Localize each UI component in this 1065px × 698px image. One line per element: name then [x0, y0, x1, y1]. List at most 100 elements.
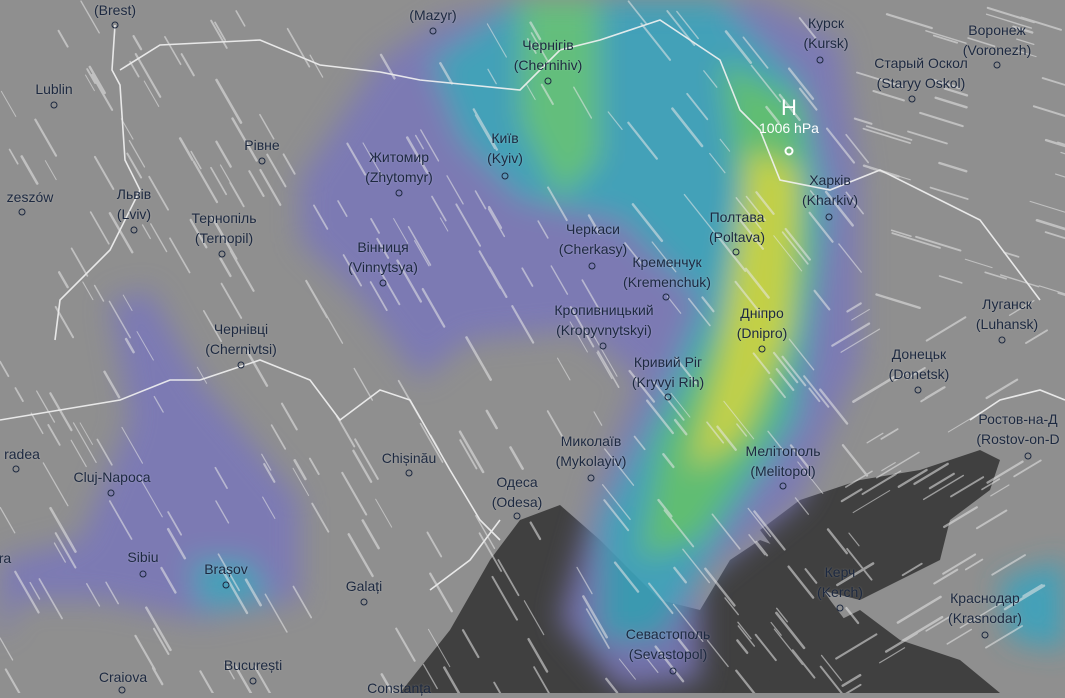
city-marker[interactable]	[107, 489, 115, 497]
city-label[interactable]: Житомир (Zhytomyr)	[365, 147, 433, 187]
city-marker[interactable]	[758, 345, 766, 353]
wind-streak	[773, 628, 804, 666]
city-marker[interactable]	[130, 226, 138, 234]
city-marker[interactable]	[258, 157, 266, 165]
city-label[interactable]: Chișinău	[382, 448, 436, 468]
city-marker[interactable]	[669, 667, 677, 675]
city-marker[interactable]	[139, 570, 147, 578]
city-label[interactable]: Львів (Lviv)	[117, 184, 151, 224]
city-marker[interactable]	[429, 27, 437, 35]
city-label[interactable]: București	[224, 655, 282, 675]
city-marker[interactable]	[914, 386, 922, 394]
city-label[interactable]: (Brest)	[94, 0, 136, 20]
wind-streak	[613, 561, 640, 593]
city-label[interactable]: Кропивницький (Kropyvnytskyi)	[554, 300, 653, 340]
city-label[interactable]: Вінниця (Vinnytsya)	[348, 237, 418, 277]
city-marker[interactable]	[218, 250, 226, 258]
city-label[interactable]: Lublin	[35, 79, 72, 99]
city-marker[interactable]	[816, 56, 824, 64]
city-label[interactable]: Краснодар (Krasnodar)	[948, 588, 1022, 628]
city-label[interactable]: Луганск (Luhansk)	[976, 294, 1038, 334]
city-marker[interactable]	[599, 342, 607, 350]
city-marker[interactable]	[513, 512, 521, 520]
wind-streak	[803, 375, 830, 408]
city-label[interactable]: Galați	[346, 576, 383, 596]
city-label[interactable]: Воронеж (Voronezh)	[963, 20, 1031, 60]
city-marker[interactable]	[825, 213, 833, 221]
wind-streak	[121, 426, 144, 464]
city-marker[interactable]	[1024, 452, 1032, 460]
city-marker[interactable]	[662, 293, 670, 301]
city-marker[interactable]	[779, 482, 787, 490]
city-label[interactable]: Полтава (Poltava)	[709, 207, 765, 247]
city-label[interactable]: Миколаїв (Mykolayiv)	[556, 431, 627, 471]
city-label[interactable]: (Mazyr)	[409, 5, 456, 25]
city-label[interactable]: Дніпро (Dnipro)	[737, 303, 788, 343]
city-label[interactable]: Чернігів (Chernihiv)	[514, 35, 582, 75]
city-label[interactable]: Кривий Ріг (Kryvyi Rih)	[632, 352, 704, 392]
city-label[interactable]: Рівне	[244, 135, 279, 155]
city-marker[interactable]	[588, 262, 596, 270]
wind-streak	[745, 195, 767, 221]
city-label[interactable]: Кременчук (Kremenchuk)	[623, 252, 711, 292]
city-label[interactable]: Донецьк (Donetsk)	[889, 344, 950, 384]
city-label[interactable]: Чернівці (Chernivtsi)	[205, 319, 277, 359]
city-marker[interactable]	[664, 393, 672, 401]
city-marker[interactable]	[981, 631, 989, 639]
city-label[interactable]: Ростов-на-Д (Rostov-on-D	[976, 409, 1059, 449]
wind-streak	[264, 593, 288, 633]
wind-streak	[906, 367, 926, 380]
city-marker[interactable]	[732, 248, 740, 256]
city-marker[interactable]	[544, 77, 552, 85]
wind-streak	[96, 438, 113, 466]
city-label[interactable]: Севастополь (Sevastopol)	[626, 624, 711, 664]
wind-streak	[1044, 138, 1065, 148]
city-label[interactable]: Керч (Kerch)	[817, 562, 863, 602]
city-label[interactable]: Brașov	[204, 559, 248, 579]
city-marker[interactable]	[237, 361, 245, 369]
city-label[interactable]: Craiova	[99, 667, 147, 687]
city-marker[interactable]	[993, 61, 1001, 69]
city-label[interactable]: Харків (Kharkiv)	[802, 170, 858, 210]
city-label[interactable]: Constanța	[367, 678, 431, 698]
wind-streak	[439, 62, 454, 85]
wind-streak	[845, 606, 860, 625]
city-marker[interactable]	[18, 208, 26, 216]
city-marker[interactable]	[118, 686, 126, 694]
wind-streak	[985, 625, 1023, 649]
city-marker[interactable]	[249, 677, 257, 685]
city-marker[interactable]	[836, 604, 844, 612]
city-label[interactable]: Старый Оскол (Staryy Oskol)	[874, 53, 968, 93]
city-marker[interactable]	[395, 189, 403, 197]
city-marker[interactable]	[111, 21, 119, 29]
city-label[interactable]: Черкаси (Cherkasy)	[559, 219, 627, 259]
city-label[interactable]: Курск (Kursk)	[803, 13, 848, 53]
city-label[interactable]: Тернопіль (Ternopil)	[191, 208, 256, 248]
city-label[interactable]: zeszów	[7, 187, 54, 207]
city-marker[interactable]	[405, 469, 413, 477]
wind-streak	[884, 632, 918, 653]
city-label[interactable]: Sibiu	[127, 547, 158, 567]
city-marker[interactable]	[12, 465, 20, 473]
city-label[interactable]: Одеса (Odesa)	[492, 472, 543, 512]
city-marker[interactable]	[501, 172, 509, 180]
wind-streak	[947, 407, 989, 433]
city-label[interactable]: Мелітополь (Melitopol)	[746, 441, 821, 481]
city-marker[interactable]	[587, 474, 595, 482]
wind-streak	[270, 424, 287, 450]
city-marker[interactable]	[360, 598, 368, 606]
wind-streak	[420, 129, 440, 162]
city-label[interactable]: Cluj-Napoca	[73, 467, 150, 487]
city-label[interactable]: ra	[0, 548, 11, 568]
city-marker[interactable]	[50, 101, 58, 109]
city-marker[interactable]	[998, 336, 1006, 344]
wind-streak	[354, 438, 379, 480]
wind-streak	[54, 305, 75, 339]
city-marker[interactable]	[379, 279, 387, 287]
city-marker[interactable]	[908, 95, 916, 103]
city-marker[interactable]	[222, 581, 230, 589]
city-label[interactable]: radea	[4, 444, 40, 464]
high-pressure-marker[interactable]	[784, 146, 794, 156]
city-label[interactable]: Київ (Kyiv)	[487, 128, 523, 168]
